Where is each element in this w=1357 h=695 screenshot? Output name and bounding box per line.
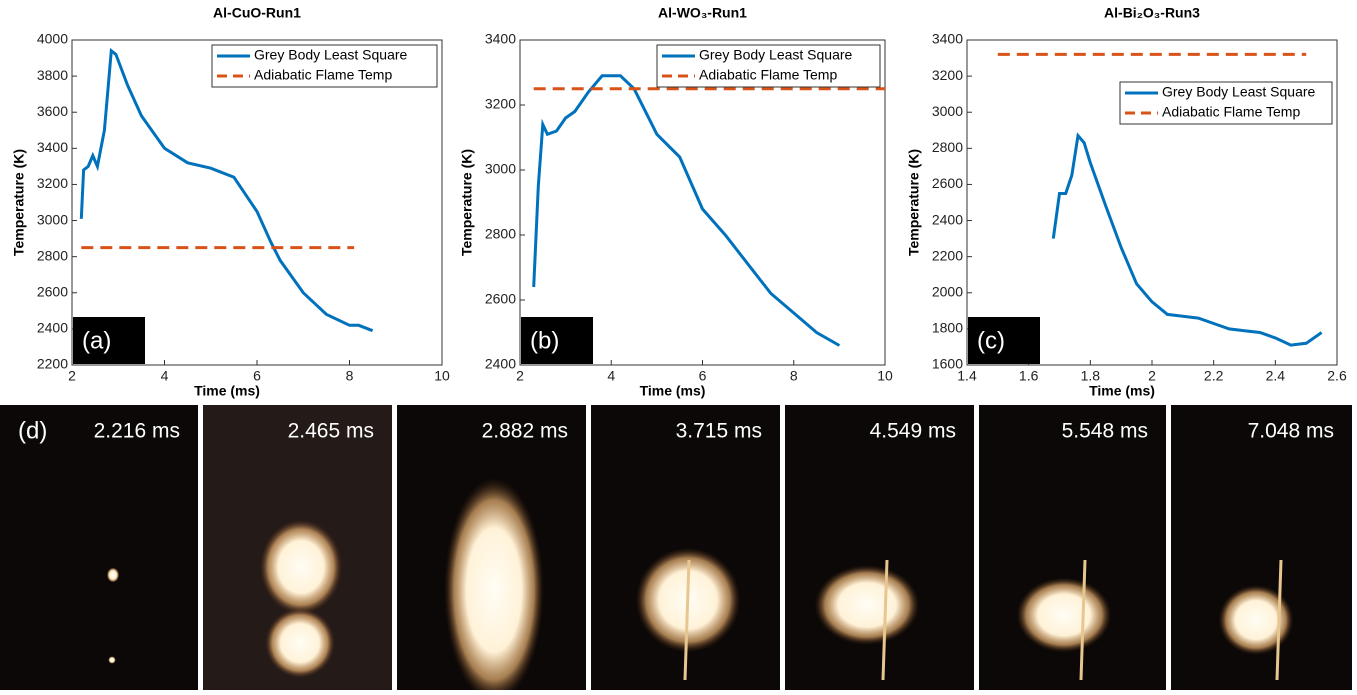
y-axis-label: Temperature (K) <box>906 149 922 256</box>
x-axis-label: Time (ms) <box>194 383 260 399</box>
x-tick-label: 6 <box>253 368 261 384</box>
frame-time: 2.465 ms <box>288 420 374 443</box>
photo-frame <box>0 405 198 690</box>
y-tick-label: 2600 <box>37 283 68 299</box>
flame-glow <box>259 519 343 615</box>
frame-time: 7.048 ms <box>1248 420 1334 443</box>
x-axis-label: Time (ms) <box>640 383 706 399</box>
wire <box>881 559 889 681</box>
x-tick-label: 4 <box>607 368 615 384</box>
frame-time: 2.882 ms <box>482 420 568 443</box>
y-tick-label: 3000 <box>932 103 963 119</box>
y-tick-label: 4000 <box>37 31 68 47</box>
y-tick-label: 2800 <box>37 247 68 263</box>
x-tick-label: 10 <box>434 368 450 384</box>
wire <box>1079 559 1087 681</box>
x-tick-label: 8 <box>346 368 354 384</box>
wire <box>1275 559 1283 681</box>
y-tick-label: 2600 <box>485 291 516 307</box>
panel-label: (c) <box>977 327 1005 354</box>
y-tick-label: 3200 <box>932 67 963 83</box>
x-tick-label: 2.2 <box>1204 368 1224 384</box>
chart-title: Al-CuO-Run1 <box>213 5 301 21</box>
y-tick-label: 2400 <box>37 320 68 336</box>
x-tick-label: 10 <box>877 368 893 384</box>
plot-area <box>519 39 886 366</box>
legend-label: Grey Body Least Square <box>1162 84 1316 100</box>
frame-time: 2.216 ms <box>94 420 180 443</box>
flame-glow <box>444 477 544 695</box>
frame-time: 5.548 ms <box>1062 420 1148 443</box>
legend-box <box>656 44 881 88</box>
y-tick-label: 2800 <box>932 139 963 155</box>
y-tick-label: 3400 <box>37 139 68 155</box>
frame-time: 4.549 ms <box>870 420 956 443</box>
y-tick-label: 3200 <box>485 96 516 112</box>
legend-label: Adiabatic Flame Temp <box>699 67 837 83</box>
legend-box <box>1119 81 1333 125</box>
panel-label-box <box>73 317 145 364</box>
wire <box>683 559 691 681</box>
y-tick-label: 3800 <box>37 67 68 83</box>
legend-label: Grey Body Least Square <box>254 47 408 63</box>
x-tick-label: 1.6 <box>1019 368 1039 384</box>
y-axis-label: Temperature (K) <box>459 149 475 256</box>
data-line <box>1051 132 1323 347</box>
panel-label: (d) <box>18 417 47 444</box>
flame-glow <box>106 567 120 583</box>
legend-box <box>211 44 438 88</box>
y-tick-label: 2200 <box>932 247 963 263</box>
x-tick-label: 2 <box>516 368 524 384</box>
x-tick-label: 1.8 <box>1081 368 1101 384</box>
y-tick-label: 1800 <box>932 320 963 336</box>
x-tick-label: 2 <box>1148 368 1156 384</box>
panel-label-box <box>521 317 593 364</box>
frame-time: 3.715 ms <box>676 420 762 443</box>
plot-area <box>71 39 443 366</box>
flame-glow <box>108 656 116 664</box>
flame-glow <box>265 608 335 678</box>
legend-label: Adiabatic Flame Temp <box>254 67 392 83</box>
y-tick-label: 3000 <box>37 211 68 227</box>
legend-label: Adiabatic Flame Temp <box>1162 104 1300 120</box>
x-tick-label: 1.4 <box>957 368 977 384</box>
photo-frame <box>785 405 974 690</box>
x-tick-label: 2 <box>68 368 76 384</box>
flame-glow <box>1218 585 1294 655</box>
x-tick-label: 2.6 <box>1327 368 1347 384</box>
x-tick-label: 2.4 <box>1266 368 1286 384</box>
panel-label: (b) <box>530 327 559 354</box>
y-tick-label: 2000 <box>932 283 963 299</box>
x-tick-label: 4 <box>161 368 169 384</box>
y-tick-label: 2200 <box>37 356 68 372</box>
panel-label-box <box>968 317 1040 364</box>
chart-title: Al-Bi₂O₃-Run3 <box>1104 5 1200 21</box>
y-tick-label: 1600 <box>932 356 963 372</box>
legend-label: Grey Body Least Square <box>699 47 853 63</box>
y-tick-label: 3000 <box>485 161 516 177</box>
data-line <box>79 47 374 333</box>
y-tick-label: 2800 <box>485 226 516 242</box>
y-tick-label: 2400 <box>485 356 516 372</box>
x-tick-label: 6 <box>699 368 707 384</box>
y-tick-label: 2600 <box>932 175 963 191</box>
y-axis-label: Temperature (K) <box>11 149 27 256</box>
y-tick-label: 3400 <box>932 31 963 47</box>
x-axis-label: Time (ms) <box>1089 383 1155 399</box>
y-tick-label: 3400 <box>485 31 516 47</box>
y-tick-label: 3200 <box>37 175 68 191</box>
x-tick-label: 8 <box>790 368 798 384</box>
chart-title: Al-WO₃-Run1 <box>658 5 747 21</box>
y-tick-label: 3600 <box>37 103 68 119</box>
flame-glow <box>814 565 920 645</box>
y-tick-label: 2400 <box>932 211 963 227</box>
data-line <box>532 74 841 347</box>
panel-label: (a) <box>82 327 111 354</box>
flame-glow <box>1016 577 1112 653</box>
